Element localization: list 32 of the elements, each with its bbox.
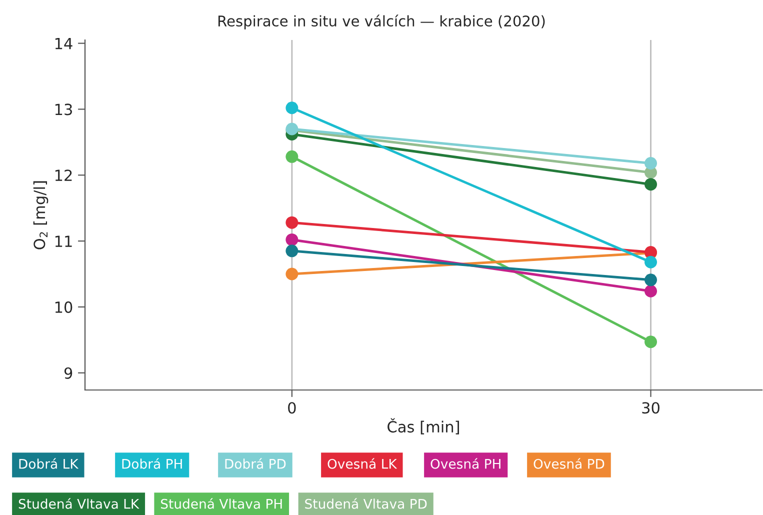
point [644, 274, 658, 286]
text: Dobrá PH [122, 458, 182, 469]
y-tick-label: 10 [55, 301, 72, 313]
y-tick-label: 14 [55, 38, 72, 50]
text: Dobrá PD [225, 458, 286, 469]
text: Studená Vltava PD [305, 498, 427, 509]
point [286, 244, 298, 258]
y-axis-title: O$_{2}$ [mg/l] [33, 181, 48, 250]
text: Ovesná PH [430, 458, 500, 469]
text: Ovesná LK [328, 458, 398, 469]
text: Dobrá LK [19, 458, 79, 469]
point [644, 284, 658, 298]
y-tick-label: 9 [64, 367, 72, 379]
point [286, 268, 298, 280]
x-tick-label: 30 [642, 402, 660, 414]
text: Studená Vltava PH [160, 498, 282, 509]
x-tick-label: 0 [288, 402, 296, 414]
chart-title: Respirace in situ ve válcích — krabice (2020) [218, 14, 545, 30]
point [286, 102, 298, 114]
text: Studená Vltava LK [18, 498, 140, 509]
y-tick-label: 13 [55, 104, 72, 116]
point [644, 178, 658, 191]
point [286, 216, 298, 229]
y-tick-label: 12 [55, 170, 72, 181]
point [644, 256, 658, 268]
point [644, 157, 658, 170]
point [644, 336, 658, 348]
y-tick-label: 11 [55, 236, 72, 247]
text: Ovesná PD [534, 458, 604, 469]
x-axis-title: Čas [min] [388, 418, 459, 434]
point [286, 233, 298, 246]
point [286, 150, 298, 163]
